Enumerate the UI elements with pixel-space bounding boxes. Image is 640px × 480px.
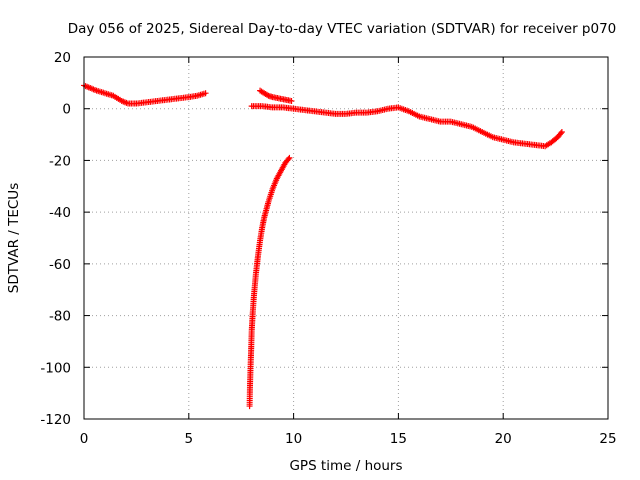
chart-title: Day 056 of 2025, Sidereal Day-to-day VTE… (68, 21, 617, 37)
x-tick-label: 20 (495, 431, 512, 447)
data-point (285, 156, 292, 163)
y-tick-label: -40 (49, 205, 71, 221)
data-marks (81, 82, 565, 410)
y-tick-label: -100 (40, 360, 71, 376)
data-point (286, 154, 293, 161)
x-tick-label: 25 (599, 431, 616, 447)
data-point (558, 128, 565, 135)
data-point (557, 130, 564, 137)
plot-frame (83, 56, 609, 420)
data-point (264, 91, 271, 98)
y-tick-label: -20 (49, 153, 71, 169)
data-point (288, 97, 295, 104)
x-tick-label: 10 (285, 431, 302, 447)
x-tick-label: 15 (390, 431, 407, 447)
ticks (83, 56, 609, 420)
data-point (202, 90, 209, 97)
x-tick-labels: 0 5 10 15 20 25 (80, 431, 617, 447)
x-axis-label: GPS time / hours (289, 458, 402, 474)
y-tick-label: 0 (62, 102, 71, 118)
grid (84, 57, 608, 419)
x-tick-label: 5 (185, 431, 194, 447)
y-axis-label: SDTVAR / TECUs (6, 183, 22, 293)
y-tick-labels: 20 0 -20 -40 -60 -80 -100 -120 (40, 50, 71, 428)
y-tick-label: 20 (54, 50, 71, 66)
y-tick-label: -60 (49, 257, 71, 273)
y-tick-label: -80 (49, 309, 71, 325)
y-tick-label: -120 (40, 412, 71, 428)
x-tick-label: 0 (80, 431, 89, 447)
